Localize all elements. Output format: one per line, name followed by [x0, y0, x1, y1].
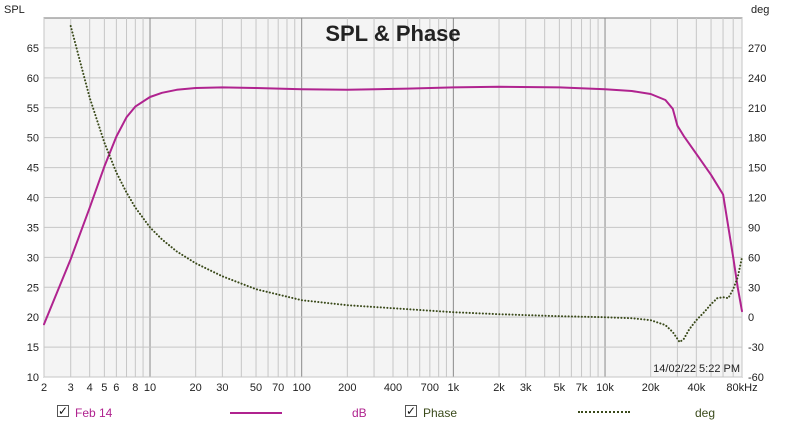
horizontal-grid [44, 47, 742, 378]
right-y-tick-label: 90 [748, 222, 760, 234]
legend-feb14-line-swatch [230, 412, 282, 414]
x-tick-label: 200 [338, 382, 356, 394]
x-tick-label: 6 [113, 382, 119, 394]
right-y-tick-label: -60 [748, 372, 764, 384]
legend-feb14-unit: dB [352, 406, 367, 420]
right-y-tick-labels: -60 -30 0 30 60 90 120 150 180 210 240 270 [748, 43, 766, 384]
left-y-tick-label: 55 [27, 103, 39, 115]
legend: ✓ Feb 14 dB ✓ Phase deg [0, 400, 800, 428]
right-y-tick-label: 270 [748, 43, 766, 55]
timestamp: 14/02/22 5:22 PM [653, 363, 740, 375]
left-axis-label: SPL [4, 4, 25, 16]
right-y-tick-label: -30 [748, 342, 764, 354]
right-y-tick-label: 150 [748, 163, 766, 175]
phase-series-line [69, 25, 743, 344]
left-y-tick-labels: 10 15 20 25 30 35 40 45 50 55 60 65 [27, 43, 39, 384]
right-y-tick-label: 0 [748, 312, 754, 324]
x-tick-label: 700 [421, 382, 439, 394]
left-y-tick-label: 50 [27, 133, 39, 145]
x-tick-label: 30 [216, 382, 228, 394]
right-y-tick-label: 240 [748, 73, 766, 85]
x-tick-label: 20k [642, 382, 660, 394]
x-tick-label: 1k [448, 382, 460, 394]
left-y-tick-label: 20 [27, 312, 39, 324]
left-y-tick-label: 35 [27, 222, 39, 234]
x-tick-label: 20 [190, 382, 202, 394]
x-tick-label: 10k [596, 382, 614, 394]
right-axis-label: deg [751, 4, 769, 16]
right-y-tick-label: 60 [748, 252, 760, 264]
legend-feb14-label: Feb 14 [75, 406, 113, 420]
x-tick-label: 40k [687, 382, 705, 394]
x-tick-label: 8 [132, 382, 138, 394]
feb14-checkbox[interactable]: ✓ [57, 404, 69, 418]
left-y-tick-label: 25 [27, 282, 39, 294]
left-y-tick-label: 60 [27, 73, 39, 85]
x-tick-label: 70 [272, 382, 284, 394]
legend-phase-line-swatch [578, 411, 630, 413]
x-tick-label: 400 [384, 382, 402, 394]
left-y-tick-label: 10 [27, 372, 39, 384]
left-y-tick-label: 30 [27, 252, 39, 264]
right-y-tick-label: 180 [748, 133, 766, 145]
left-y-tick-label: 65 [27, 43, 39, 55]
spl-phase-chart: 2 3 4 5 6 8 10 20 30 50 70 100 200 400 700 1k 2k 3k 5k 7k 10… [4, 4, 769, 394]
x-tick-label: 3 [68, 382, 74, 394]
right-y-tick-label: 120 [748, 193, 766, 205]
x-tick-label: 2 [41, 382, 47, 394]
left-y-tick-label: 45 [27, 163, 39, 175]
legend-phase-unit: deg [695, 406, 716, 420]
right-y-tick-label: 210 [748, 103, 766, 115]
legend-phase-label: Phase [423, 406, 458, 420]
x-tick-label: 100 [293, 382, 311, 394]
x-tick-label: 2k [493, 382, 505, 394]
right-y-tick-label: 30 [748, 282, 760, 294]
x-tick-label: 10 [144, 382, 156, 394]
left-y-tick-label: 15 [27, 342, 39, 354]
series-layer [43, 25, 743, 344]
x-tick-label: 3k [520, 382, 532, 394]
x-tick-label: 4 [87, 382, 93, 394]
x-tick-label: 5 [101, 382, 107, 394]
x-tick-label: 5k [554, 382, 566, 394]
chart-title: SPL & Phase [325, 21, 460, 46]
phase-checkbox[interactable]: ✓ [405, 404, 417, 418]
x-tick-label: 80kHz [726, 382, 757, 394]
x-tick-label: 50 [250, 382, 262, 394]
left-y-tick-label: 40 [27, 193, 39, 205]
x-tick-label: 7k [576, 382, 588, 394]
spl-series-line [43, 85, 743, 326]
x-tick-labels: 2 3 4 5 6 8 10 20 30 50 70 100 200 400 700 1k 2k 3k 5k 7k 10… [41, 382, 758, 394]
